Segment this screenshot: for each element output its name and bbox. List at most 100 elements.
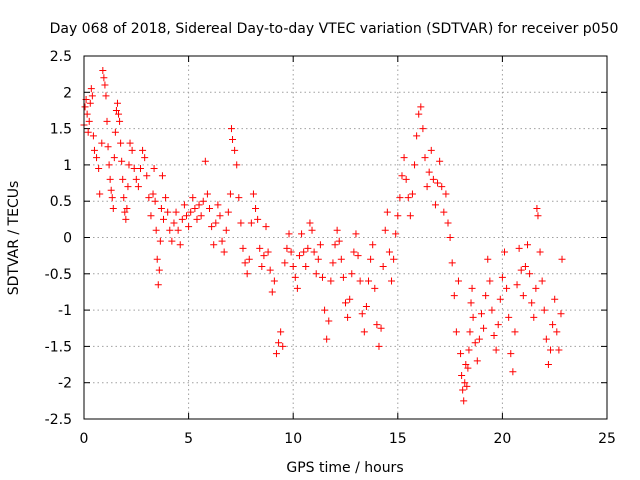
data-point — [95, 165, 103, 173]
data-point — [107, 186, 115, 194]
data-point — [362, 302, 370, 310]
data-point — [440, 208, 448, 216]
data-point — [176, 241, 184, 249]
data-point — [93, 154, 101, 162]
data-point — [377, 324, 385, 332]
data-point — [383, 208, 391, 216]
data-point — [329, 259, 337, 267]
data-point — [233, 161, 241, 169]
data-point — [124, 183, 132, 191]
data-point — [551, 295, 559, 303]
data-point — [446, 234, 454, 241]
data-point — [197, 212, 205, 220]
data-point — [436, 157, 444, 165]
data-point — [104, 143, 112, 151]
data-point — [283, 244, 291, 252]
data-point — [348, 270, 356, 278]
data-point — [465, 346, 473, 354]
data-point — [369, 241, 377, 249]
data-point — [185, 223, 193, 231]
data-point — [260, 252, 268, 260]
data-point — [155, 266, 163, 274]
data-point — [222, 226, 230, 234]
data-point — [392, 230, 400, 238]
data-point — [203, 190, 211, 198]
data-point — [216, 212, 224, 220]
data-point — [101, 81, 109, 89]
data-point — [156, 237, 164, 245]
data-point — [285, 230, 293, 238]
data-point — [281, 259, 289, 267]
data-point — [268, 288, 276, 296]
data-point — [344, 313, 352, 321]
data-point — [272, 350, 280, 358]
data-point — [152, 226, 160, 234]
data-point — [526, 270, 534, 278]
data-points — [80, 67, 566, 405]
data-point — [442, 190, 450, 198]
x-axis-label: GPS time / hours — [286, 460, 403, 476]
data-point — [88, 92, 96, 100]
x-tick-label: 20 — [493, 431, 511, 447]
y-tick-label: 1 — [63, 158, 72, 174]
data-point — [448, 259, 456, 267]
x-tick-label: 5 — [184, 431, 193, 447]
data-point — [331, 241, 339, 249]
data-point — [141, 154, 149, 162]
data-point — [229, 135, 237, 143]
data-point — [310, 248, 318, 256]
data-point — [164, 208, 172, 216]
data-point — [333, 226, 341, 234]
data-point — [298, 230, 306, 238]
data-point — [83, 110, 91, 118]
data-point — [154, 281, 162, 289]
data-point — [300, 248, 308, 256]
data-point — [530, 313, 538, 321]
data-point — [423, 183, 431, 191]
data-point — [123, 204, 131, 212]
data-point — [136, 165, 144, 173]
data-point — [415, 110, 423, 118]
data-point — [354, 252, 362, 260]
data-point — [538, 277, 546, 285]
data-point — [413, 132, 421, 140]
data-point — [557, 310, 565, 318]
data-point — [218, 237, 226, 245]
data-point — [528, 299, 536, 307]
data-point — [193, 215, 201, 223]
data-point — [411, 161, 419, 169]
data-point — [444, 219, 452, 227]
y-axis-label: SDTVAR / TECUs — [6, 181, 22, 296]
data-point — [555, 346, 563, 354]
data-point — [291, 273, 299, 281]
data-point — [199, 197, 207, 205]
y-tick-label: 0 — [63, 231, 72, 247]
data-point — [121, 208, 129, 216]
data-point — [206, 204, 214, 212]
y-tick-label: -2.5 — [45, 412, 72, 428]
data-point — [464, 364, 472, 372]
data-point — [325, 317, 333, 325]
data-point — [408, 190, 416, 198]
data-point — [434, 179, 442, 187]
data-point — [120, 194, 128, 202]
data-point — [375, 342, 383, 350]
data-point — [406, 212, 414, 220]
data-point — [379, 263, 387, 271]
data-point — [438, 183, 446, 191]
data-point — [279, 342, 287, 350]
data-point — [241, 259, 249, 267]
data-point — [231, 146, 239, 154]
data-point — [549, 321, 557, 329]
data-point — [534, 212, 542, 220]
data-point — [352, 230, 360, 238]
data-point — [346, 295, 354, 303]
data-point — [304, 244, 312, 252]
data-point — [235, 194, 243, 202]
data-point — [312, 270, 320, 278]
data-point — [519, 292, 527, 300]
data-point — [544, 361, 552, 369]
chart-title: Day 068 of 2018, Sidereal Day-to-day VTE… — [50, 21, 619, 37]
data-point — [429, 175, 437, 183]
data-point — [81, 103, 89, 111]
